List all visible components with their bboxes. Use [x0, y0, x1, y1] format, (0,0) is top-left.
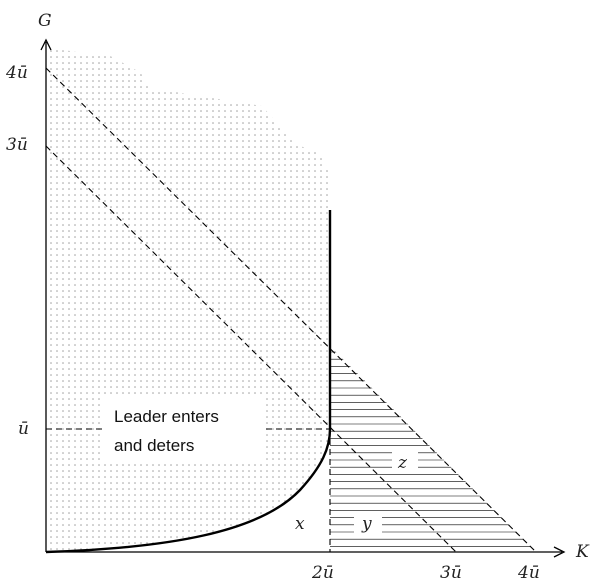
region-label-line2: and deters	[114, 436, 194, 455]
area-label-x: x	[295, 514, 305, 534]
dashed-diagonal-4u	[45, 67, 537, 553]
boundary-curve	[45, 428, 332, 554]
dotted-region	[46, 48, 330, 552]
x-tick-2ubar: 2ū	[311, 563, 334, 583]
x-tick-4ubar: 4ū	[517, 563, 540, 583]
label-y-bg	[354, 512, 382, 534]
y-axis-label: G	[38, 11, 52, 31]
dashed-diagonal-3u	[45, 145, 457, 553]
y-tick-ubar: ū	[18, 419, 29, 439]
region-label-background	[104, 398, 262, 462]
unshaded-region	[46, 429, 330, 552]
y-axis-arrowhead	[40, 38, 52, 51]
area-label-z: z	[397, 453, 408, 473]
region-label-line1: Leader enters	[114, 407, 219, 426]
x-axis-arrowhead	[553, 546, 566, 558]
label-x-bg	[288, 512, 312, 534]
area-label-y: y	[361, 514, 372, 534]
x-tick-3ubar: 3ū	[440, 563, 462, 583]
y-tick-4ubar: 4ū	[5, 63, 28, 83]
x-axis-label: K	[575, 542, 590, 562]
y-tick-3ubar: 3ū	[6, 135, 28, 155]
label-z-bg	[392, 452, 418, 474]
